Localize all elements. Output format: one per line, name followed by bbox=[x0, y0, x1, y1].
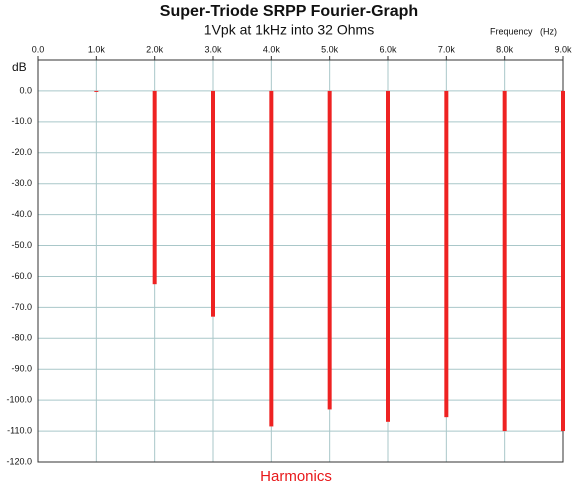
x-tick-label: 4.0k bbox=[263, 44, 281, 54]
bar bbox=[269, 90, 274, 427]
bar bbox=[327, 90, 332, 410]
y-axis-label: dB bbox=[12, 60, 27, 74]
bar bbox=[502, 90, 507, 432]
y-tick-label: -80.0 bbox=[11, 333, 32, 343]
bar bbox=[211, 90, 215, 317]
y-tick-label: -90.0 bbox=[11, 364, 32, 374]
x-tick-label: 2.0k bbox=[146, 44, 164, 54]
x-tick-label: 6.0k bbox=[379, 44, 397, 54]
y-tick-label: -110.0 bbox=[7, 425, 32, 435]
x-tick-label: 9.0k bbox=[554, 44, 572, 54]
y-tick-label: -70.0 bbox=[11, 302, 32, 312]
x-tick-label: 7.0k bbox=[438, 44, 456, 54]
x-tick-label: 3.0k bbox=[204, 44, 222, 54]
y-tick-label: -100.0 bbox=[6, 395, 32, 405]
y-tick-label: -50.0 bbox=[11, 240, 32, 250]
bar bbox=[152, 90, 157, 285]
x-tick-label: 0.0 bbox=[32, 44, 45, 54]
chart-title: Super-Triode SRPP Fourier-Graph bbox=[160, 3, 418, 20]
y-tick-label: -30.0 bbox=[11, 178, 32, 188]
bar bbox=[386, 90, 390, 422]
x-tick-label: 8.0k bbox=[496, 44, 514, 54]
plot-frame bbox=[37, 59, 564, 463]
bar bbox=[561, 90, 565, 432]
y-tick-label: -10.0 bbox=[11, 116, 32, 126]
y-tick-label: -120.0 bbox=[6, 456, 32, 466]
x-axis-label: Frequency (Hz) bbox=[490, 26, 557, 36]
y-tick-label: -20.0 bbox=[11, 147, 32, 157]
y-tick-label: 0.0 bbox=[19, 85, 32, 95]
x-tick-label: 5.0k bbox=[321, 44, 339, 54]
x-tick-label: 1.0k bbox=[88, 44, 106, 54]
y-tick-label: -40.0 bbox=[11, 209, 32, 219]
annotation: Harmonics bbox=[260, 468, 332, 485]
bar bbox=[94, 90, 99, 92]
chart-subtitle: 1Vpk at 1kHz into 32 Ohms bbox=[204, 22, 374, 38]
y-tick-label: -60.0 bbox=[11, 271, 32, 281]
bar bbox=[444, 90, 449, 418]
